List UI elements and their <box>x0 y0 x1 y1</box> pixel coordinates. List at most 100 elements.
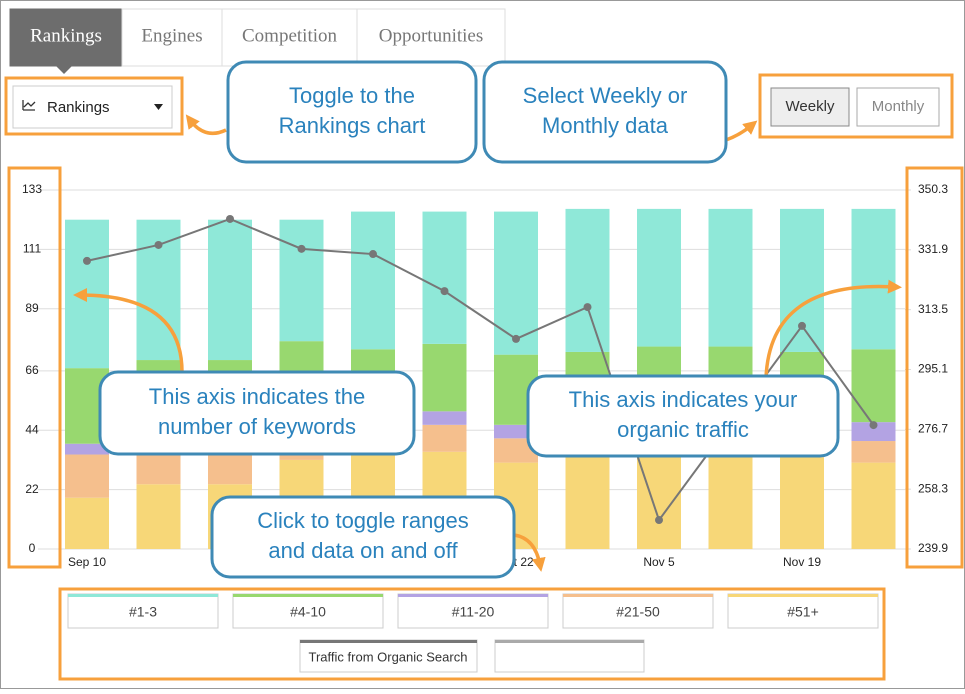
arrow <box>185 114 227 136</box>
callout-text: number of keywords <box>158 414 356 439</box>
traffic-point <box>583 303 592 312</box>
legend-label: #51+ <box>787 604 819 620</box>
weekly-button[interactable] <box>770 87 850 127</box>
dropdown[interactable] <box>12 85 173 129</box>
tab-pointer <box>56 66 72 74</box>
x-tick-label: Sep 10 <box>68 555 106 569</box>
y-tick-label: 133 <box>22 182 42 196</box>
y-tick-label: 44 <box>25 422 39 436</box>
traffic-point <box>369 250 377 259</box>
bar-segment <box>637 457 681 549</box>
y2-tick-label: 276.7 <box>918 422 948 436</box>
legend-swatch <box>495 640 644 643</box>
bar-segment <box>136 219 181 361</box>
bar-segment <box>422 343 467 412</box>
tab[interactable] <box>221 8 358 67</box>
button-label: Monthly <box>872 98 925 115</box>
bar-segment <box>422 411 467 425</box>
bar-segment <box>136 451 181 485</box>
bar-segment <box>851 441 896 463</box>
legend-label: #1-3 <box>129 604 157 620</box>
tab[interactable] <box>9 8 123 67</box>
legend-label: #11-20 <box>452 604 495 620</box>
bar-segment <box>851 462 896 549</box>
callout-text: Monthly data <box>542 113 669 138</box>
legend-swatch <box>68 594 218 597</box>
legend-label: #4-10 <box>290 604 326 620</box>
bar-segment <box>565 208 610 352</box>
arrow <box>725 120 758 142</box>
bar-segment <box>494 211 538 355</box>
y2-tick-label: 350.3 <box>918 182 948 196</box>
legend-item[interactable] <box>562 593 714 629</box>
traffic-point <box>226 214 234 223</box>
bar-segment <box>780 457 824 549</box>
arrow <box>73 288 184 373</box>
highlight <box>7 166 62 569</box>
bar-segment <box>851 208 896 350</box>
legend-item[interactable] <box>727 593 879 629</box>
traffic-point <box>655 516 663 525</box>
tab-label: Opportunities <box>379 25 484 46</box>
callout-text: Click to toggle ranges <box>257 508 469 533</box>
tab-label: Engines <box>141 25 202 46</box>
callouts: Toggle to the Rankings chart Select Weekly… <box>98 60 840 579</box>
y2-tick-label: 313.5 <box>918 302 948 316</box>
legend-label: #21-50 <box>616 604 660 620</box>
bar-segment <box>780 208 824 352</box>
bar-segment <box>422 211 467 344</box>
bar-segment <box>65 454 109 498</box>
y2-tick-label: 239.9 <box>918 541 948 555</box>
tab-label: Competition <box>242 25 338 46</box>
monthly-button[interactable] <box>856 87 940 127</box>
bar-segment <box>208 451 252 485</box>
legend-item[interactable] <box>397 593 549 629</box>
y-tick-label: 111 <box>23 242 42 256</box>
callout-box <box>210 495 516 579</box>
bar-segment <box>851 422 896 442</box>
callout-box <box>98 370 416 456</box>
bar-segment <box>279 219 324 342</box>
callout-text: Toggle to the <box>289 83 415 108</box>
y-tick-label: 0 <box>29 541 36 555</box>
legend-swatch <box>728 594 878 597</box>
y2-tick-label: 258.3 <box>918 481 948 495</box>
callout-text: This axis indicates the <box>149 384 365 409</box>
tab-label: Rankings <box>30 25 102 46</box>
bar-segment <box>65 443 109 455</box>
bar-segment <box>637 208 681 347</box>
bar-segment <box>565 457 610 549</box>
callout-text: This axis indicates your <box>569 387 798 412</box>
highlight <box>58 587 886 681</box>
y2-tick-label: 295.1 <box>918 362 948 376</box>
bar-segment <box>422 424 467 452</box>
legend-item[interactable] <box>232 593 384 629</box>
traffic-point <box>83 256 91 265</box>
tab-bar: Rankings Engines Competition Opportunities <box>9 8 506 74</box>
legend-label: Traffic from Organic Search <box>309 649 468 664</box>
dropdown-label: Rankings <box>47 99 110 116</box>
traffic-point <box>798 321 806 330</box>
chart-icon <box>22 100 36 111</box>
legend-item[interactable] <box>67 593 219 629</box>
bar-segment <box>708 457 753 549</box>
highlight <box>905 166 964 569</box>
traffic-point <box>869 421 878 430</box>
traffic-point <box>297 244 306 253</box>
bar-segment <box>136 484 181 549</box>
legend-item[interactable] <box>494 639 645 673</box>
y-tick-label: 66 <box>25 363 39 377</box>
highlight <box>758 73 954 139</box>
x-tick-label: Nov 5 <box>643 555 675 569</box>
callout-text: organic traffic <box>617 417 749 442</box>
legend-swatch <box>398 594 548 597</box>
tab[interactable] <box>356 8 506 67</box>
highlight <box>4 76 184 136</box>
y-tick-label: 22 <box>25 482 39 496</box>
arrow <box>764 279 902 379</box>
callout-box <box>226 60 478 164</box>
legend-swatch <box>563 594 713 597</box>
legend-item[interactable] <box>299 639 478 673</box>
legend-swatch <box>233 594 383 597</box>
